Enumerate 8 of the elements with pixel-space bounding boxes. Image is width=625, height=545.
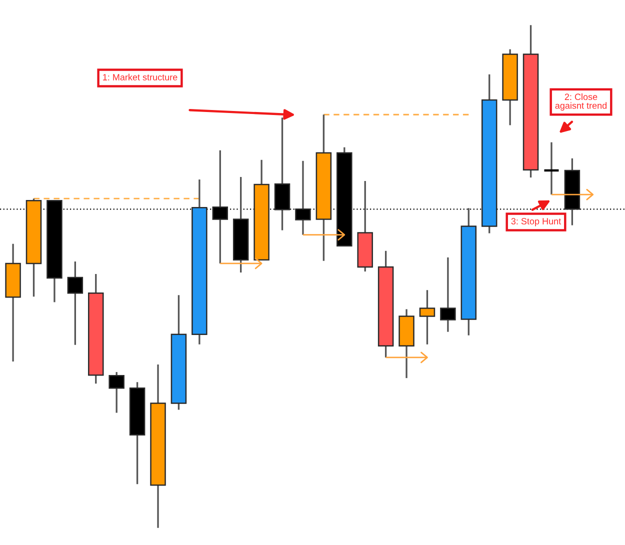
candlestick xyxy=(108,371,124,414)
candlestick xyxy=(440,256,456,333)
candlestick xyxy=(419,289,436,346)
candlestick xyxy=(543,141,560,196)
candlestick xyxy=(67,260,84,346)
annotation: 2: Close agaisnt trend xyxy=(555,93,607,111)
annotation: 1: Market structure xyxy=(103,74,178,80)
annotation: 3: Stop Hunt xyxy=(511,218,562,226)
